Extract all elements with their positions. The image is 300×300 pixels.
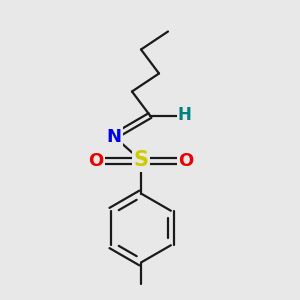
Text: O: O	[88, 152, 104, 169]
Text: S: S	[134, 151, 148, 170]
Text: O: O	[178, 152, 194, 169]
Text: N: N	[106, 128, 122, 146]
Text: H: H	[178, 106, 191, 124]
